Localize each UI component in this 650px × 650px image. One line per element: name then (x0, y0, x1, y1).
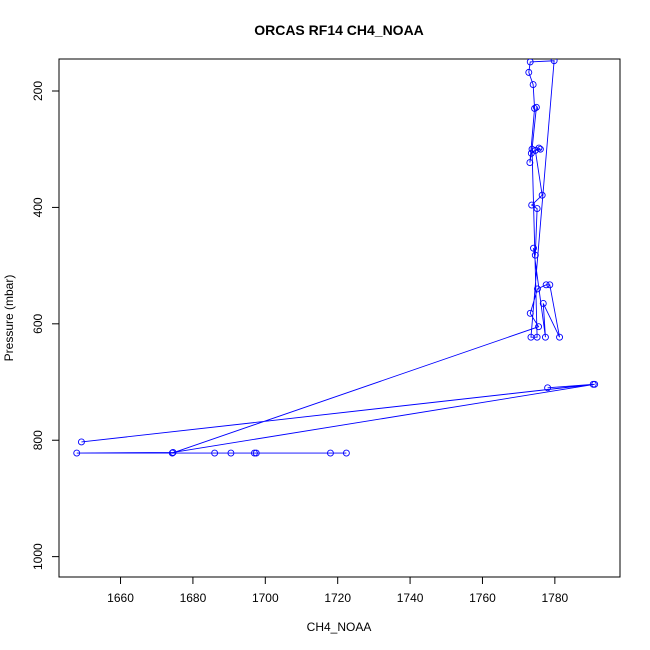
data-point (169, 448, 177, 456)
x-axis: 1660 1680 1700 1720 1740 1760 1780 (107, 577, 569, 605)
data-point (541, 333, 549, 341)
x-tick-label: 1660 (107, 591, 134, 605)
x-tick-label: 1740 (397, 591, 424, 605)
data-point (526, 59, 534, 66)
data-point (529, 81, 537, 89)
x-tick-label: 1760 (469, 591, 496, 605)
y-tick-label: 600 (31, 313, 45, 333)
data-point (542, 281, 550, 289)
data-point (526, 309, 534, 317)
data-point (536, 145, 544, 153)
data-point (535, 323, 543, 331)
data-point (531, 105, 539, 112)
y-axis: 200 400 600 800 1000 (31, 81, 59, 570)
x-tick-label: 1680 (180, 591, 207, 605)
data-point (591, 380, 599, 388)
data-point (544, 384, 552, 392)
y-axis-label: Pressure (mbar) (2, 275, 16, 362)
data-point (531, 251, 539, 259)
data-point (73, 449, 81, 457)
y-tick-label: 200 (31, 81, 45, 101)
data-point (530, 244, 537, 252)
data-point (556, 333, 564, 341)
x-tick-label: 1700 (252, 591, 279, 605)
x-tick-label: 1780 (542, 591, 569, 605)
y-tick-label: 1000 (31, 543, 45, 570)
y-tick-label: 400 (31, 197, 45, 217)
data-point (534, 285, 541, 293)
data-point (550, 59, 558, 65)
y-tick-label: 800 (31, 430, 45, 450)
data-point (227, 449, 235, 457)
data-point (533, 333, 541, 341)
data-point (527, 149, 535, 157)
data-point (539, 299, 547, 307)
data-point (533, 205, 541, 213)
x-tick-label: 1720 (324, 591, 351, 605)
plot-area (73, 59, 599, 457)
data-point (168, 449, 176, 457)
data-point (211, 449, 219, 457)
data-point (546, 281, 554, 289)
data-point (77, 438, 85, 446)
data-point (327, 449, 334, 457)
data-point (252, 449, 260, 457)
data-point (532, 103, 540, 111)
chart-title: ORCAS RF14 CH4_NOAA (254, 22, 424, 38)
data-point (528, 145, 536, 153)
data-point (528, 201, 536, 209)
plot-frame (58, 58, 621, 578)
series-line (76, 60, 595, 454)
x-axis-label: CH4_NOAA (307, 620, 372, 634)
data-point (538, 191, 546, 199)
data-point (342, 449, 350, 457)
data-point (250, 449, 258, 457)
data-point (535, 144, 543, 152)
data-point (526, 159, 534, 167)
data-point (525, 68, 533, 76)
